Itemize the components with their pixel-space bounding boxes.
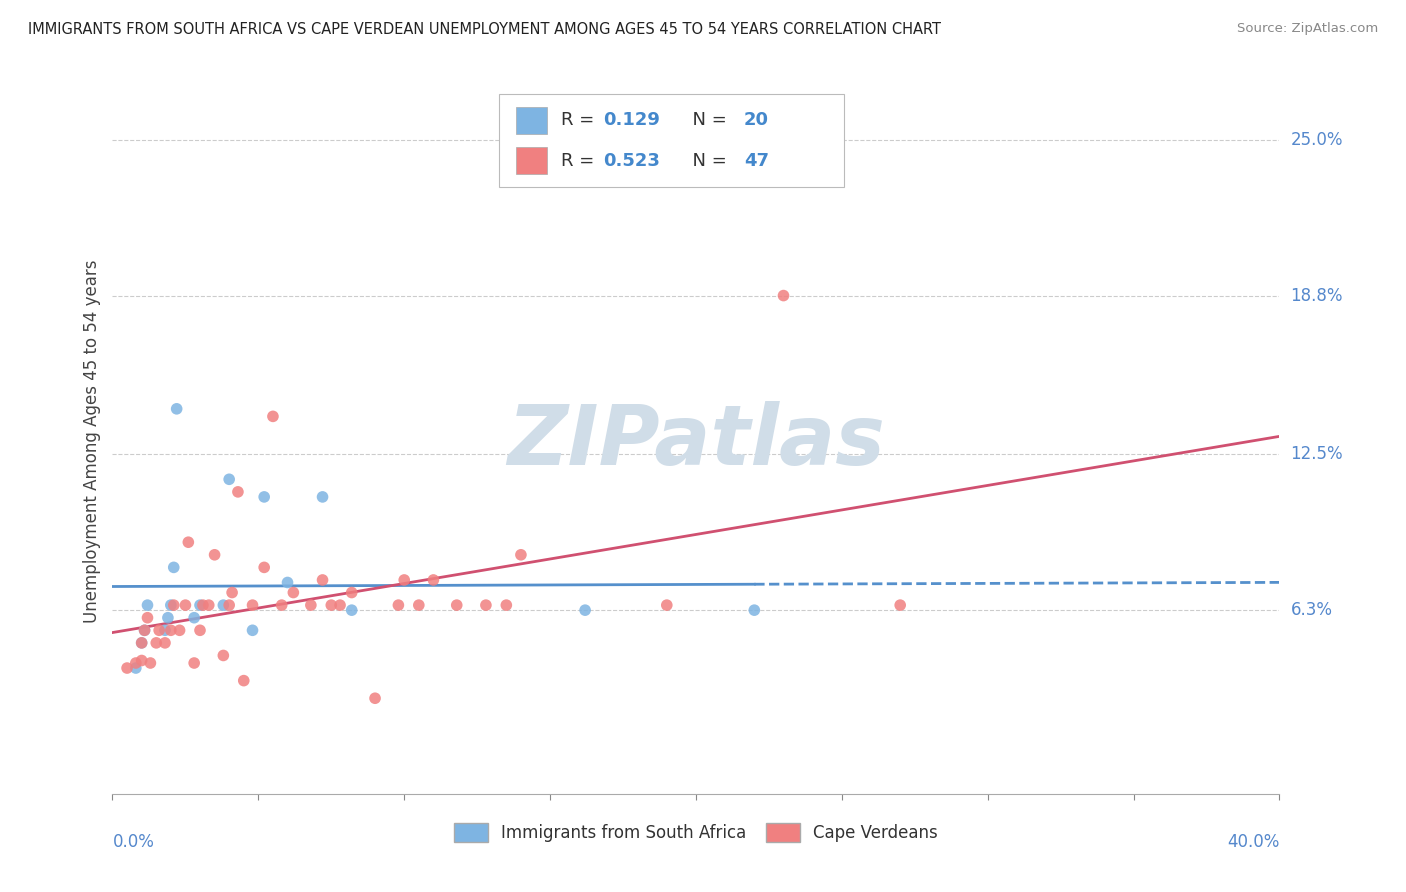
- Point: [655, 598, 678, 612]
- Point: [174, 598, 197, 612]
- Point: [204, 548, 226, 562]
- Point: [242, 598, 264, 612]
- Point: [408, 598, 430, 612]
- Point: [742, 603, 765, 617]
- Point: [156, 611, 179, 625]
- Point: [276, 575, 298, 590]
- Point: [574, 603, 596, 617]
- Point: [422, 573, 444, 587]
- Point: [125, 656, 148, 670]
- Text: R =: R =: [561, 152, 600, 169]
- Point: [253, 490, 276, 504]
- Point: [177, 535, 200, 549]
- Point: [387, 598, 409, 612]
- Point: [166, 401, 188, 416]
- Point: [134, 624, 156, 638]
- Point: [270, 598, 292, 612]
- Point: [139, 656, 162, 670]
- Point: [131, 636, 153, 650]
- Text: IMMIGRANTS FROM SOUTH AFRICA VS CAPE VERDEAN UNEMPLOYMENT AMONG AGES 45 TO 54 YE: IMMIGRANTS FROM SOUTH AFRICA VS CAPE VER…: [28, 22, 941, 37]
- Point: [125, 661, 148, 675]
- Point: [311, 573, 333, 587]
- Text: 0.523: 0.523: [603, 152, 659, 169]
- Text: 20: 20: [744, 112, 769, 129]
- Point: [218, 472, 240, 486]
- Point: [145, 636, 167, 650]
- Point: [183, 656, 205, 670]
- Point: [340, 603, 363, 617]
- Point: [253, 560, 276, 574]
- Text: N =: N =: [681, 112, 733, 129]
- Point: [169, 624, 191, 638]
- Point: [131, 636, 153, 650]
- Point: [136, 598, 159, 612]
- Point: [134, 624, 156, 638]
- Point: [163, 598, 186, 612]
- Text: 47: 47: [744, 152, 769, 169]
- Point: [197, 598, 219, 612]
- Legend: Immigrants from South Africa, Cape Verdeans: Immigrants from South Africa, Cape Verde…: [447, 816, 945, 849]
- Point: [495, 598, 517, 612]
- Point: [299, 598, 322, 612]
- Point: [212, 648, 235, 663]
- Point: [136, 611, 159, 625]
- Point: [262, 409, 284, 424]
- Text: ZIPatlas: ZIPatlas: [508, 401, 884, 482]
- Point: [242, 624, 264, 638]
- Text: 0.0%: 0.0%: [112, 832, 155, 851]
- Point: [191, 598, 214, 612]
- Point: [311, 490, 333, 504]
- Point: [160, 624, 183, 638]
- Text: Source: ZipAtlas.com: Source: ZipAtlas.com: [1237, 22, 1378, 36]
- Point: [153, 624, 176, 638]
- Point: [183, 611, 205, 625]
- Point: [889, 598, 911, 612]
- Point: [321, 598, 343, 612]
- Text: 12.5%: 12.5%: [1291, 445, 1343, 463]
- Point: [212, 598, 235, 612]
- Point: [772, 288, 794, 302]
- Point: [329, 598, 352, 612]
- Y-axis label: Unemployment Among Ages 45 to 54 years: Unemployment Among Ages 45 to 54 years: [83, 260, 101, 624]
- Point: [475, 598, 498, 612]
- Point: [340, 585, 363, 599]
- Point: [283, 585, 305, 599]
- Point: [153, 636, 176, 650]
- Point: [394, 573, 416, 587]
- Text: 40.0%: 40.0%: [1227, 832, 1279, 851]
- Point: [364, 691, 387, 706]
- Point: [232, 673, 254, 688]
- Point: [148, 624, 170, 638]
- Point: [446, 598, 468, 612]
- Point: [188, 624, 211, 638]
- Point: [221, 585, 243, 599]
- Text: 25.0%: 25.0%: [1291, 130, 1343, 149]
- Point: [218, 598, 240, 612]
- Point: [160, 598, 183, 612]
- Point: [115, 661, 138, 675]
- Text: 6.3%: 6.3%: [1291, 601, 1333, 619]
- Point: [188, 598, 211, 612]
- Text: 0.129: 0.129: [603, 112, 659, 129]
- Point: [163, 560, 186, 574]
- Point: [131, 653, 153, 667]
- Point: [226, 484, 249, 499]
- Point: [509, 548, 531, 562]
- Text: N =: N =: [681, 152, 733, 169]
- Text: R =: R =: [561, 112, 600, 129]
- Text: 18.8%: 18.8%: [1291, 286, 1343, 304]
